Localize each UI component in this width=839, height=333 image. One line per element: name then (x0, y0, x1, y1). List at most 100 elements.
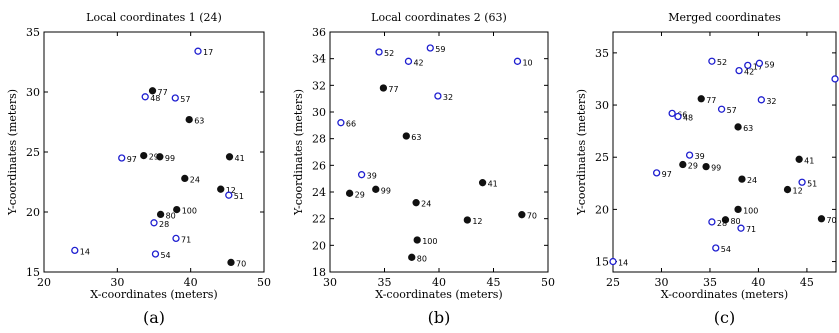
data-point (708, 218, 716, 226)
data-point (156, 210, 165, 219)
data-point (463, 216, 471, 224)
data-point (755, 59, 764, 67)
data-point (679, 160, 687, 169)
point-label: 42 (744, 68, 754, 77)
y-tick-label: 26 (312, 159, 326, 172)
x-axis-label: X-coordinates (meters) (90, 288, 217, 301)
x-tick-label: 25 (606, 276, 620, 289)
point-label: 99 (711, 164, 721, 173)
data-point (685, 151, 694, 159)
panel-caption: (c) (714, 308, 735, 327)
data-point (434, 92, 442, 100)
data-point (151, 250, 160, 258)
x-tick-label: 30 (654, 276, 668, 289)
point-label: 51 (234, 192, 244, 201)
chart-title: Merged coordinates (668, 11, 781, 24)
point-label: 80 (730, 217, 740, 226)
data-point (708, 57, 716, 65)
y-axis-label: Y-coordinates (meters) (6, 89, 19, 216)
point-label: 63 (411, 133, 421, 142)
point-label: 10 (522, 58, 532, 67)
x-tick-label: 30 (110, 276, 124, 289)
point-label: 63 (743, 124, 753, 133)
data-point (172, 234, 180, 243)
x-tick-label: 45 (487, 276, 501, 289)
point-label: 71 (181, 235, 191, 244)
data-point (337, 119, 345, 127)
y-tick-label: 15 (595, 256, 609, 269)
data-point (118, 154, 126, 162)
point-label: 70 (826, 216, 836, 225)
point-label: 80 (166, 211, 176, 220)
point-label: 66 (677, 110, 687, 119)
data-point (357, 171, 366, 179)
y-tick-label: 18 (312, 266, 326, 279)
y-tick-label: 15 (26, 266, 40, 279)
data-point (721, 216, 730, 224)
point-label: 24 (421, 200, 431, 209)
data-point (426, 44, 434, 52)
point-label: 41 (804, 156, 814, 165)
point-label: 28 (717, 219, 727, 228)
x-tick-label: 35 (703, 276, 717, 289)
panel-2: 30 35 40 45 50 18 20 22 24 26 28 30 32 34 36 Local coor… (292, 11, 555, 327)
data-point (738, 175, 746, 183)
point-label: 41 (235, 154, 245, 163)
point-label: 39 (367, 172, 377, 181)
point-label: 39 (695, 152, 705, 161)
data-point (408, 253, 416, 261)
point-label: 29 (355, 190, 365, 199)
point-label: 14 (618, 259, 628, 268)
data-point (817, 215, 826, 223)
point-label: 100 (182, 207, 197, 216)
data-point (71, 246, 79, 255)
data-point (141, 93, 149, 101)
y-tick-label: 30 (595, 99, 609, 112)
data-point (148, 87, 157, 95)
y-tick-label: 28 (312, 133, 326, 146)
data-point (712, 244, 720, 252)
data-point (227, 258, 235, 267)
y-tick-label: 20 (26, 206, 40, 219)
y-tick-label: 35 (595, 47, 609, 60)
data-point (413, 236, 421, 244)
panel-3: 25 30 35 40 45 15 20 25 30 35 Merged coordinates X-… (575, 11, 839, 327)
point-label: 71 (746, 225, 756, 234)
x-axis-label: X-coordinates (meters) (375, 288, 502, 301)
y-tick-label: 35 (26, 26, 40, 39)
data-point (217, 185, 225, 193)
point-label: 41 (488, 180, 498, 189)
point-label: 59 (435, 45, 445, 54)
plot-frame (612, 31, 837, 273)
data-point (652, 169, 661, 177)
data-point (150, 219, 158, 227)
chart-title: Local coordinates 1 (24) (86, 11, 222, 24)
point-label: 100 (422, 237, 437, 246)
point-label: 52 (384, 49, 394, 58)
data-point (734, 123, 742, 131)
data-point (372, 185, 380, 193)
point-label: 59 (764, 60, 774, 69)
point-label: 99 (381, 186, 391, 195)
point-label: 54 (721, 245, 731, 254)
point-label: 99 (165, 154, 175, 163)
point-label: 66 (346, 120, 356, 129)
point-label: 12 (226, 186, 236, 195)
data-point (140, 151, 148, 160)
chart-title: Local coordinates 2 (63) (371, 11, 507, 24)
point-label: 100 (743, 206, 758, 215)
x-tick-label: 50 (541, 276, 555, 289)
data-point (185, 115, 193, 124)
point-label: 12 (472, 217, 482, 226)
data-point (171, 94, 179, 102)
point-label: 29 (688, 162, 698, 171)
point-label: 48 (150, 94, 160, 103)
point-label: 17 (753, 62, 763, 71)
data-point (674, 112, 682, 121)
point-label: 70 (236, 259, 246, 268)
data-point (404, 57, 413, 65)
point-label: 80 (417, 254, 427, 263)
x-tick-label: 45 (800, 276, 814, 289)
data-point (194, 47, 202, 55)
